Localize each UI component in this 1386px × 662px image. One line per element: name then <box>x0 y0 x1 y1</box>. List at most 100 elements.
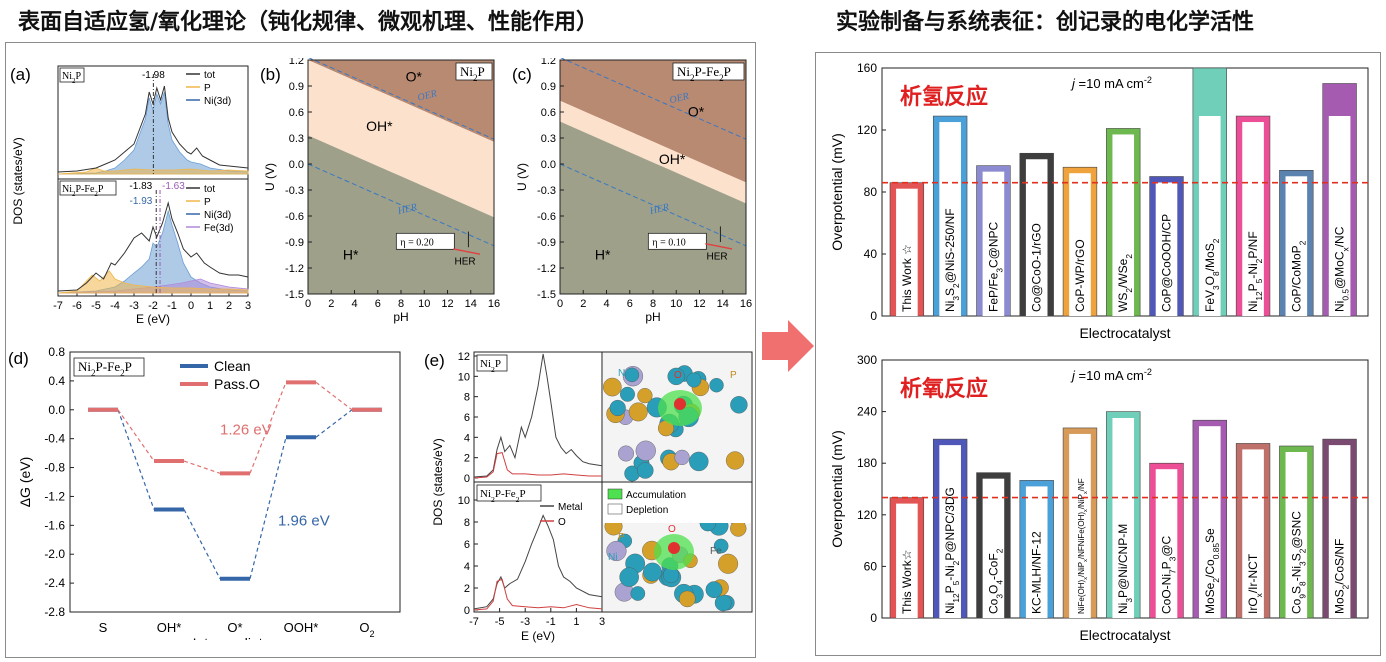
panel-d-free-energy: (d) 0.8 0.4 0.0 -0.4 -0.8 -1.2 -1.6 -2.0 -2.4 -2.8… <box>8 345 401 640</box>
center-label-b: -1.63 <box>162 181 185 192</box>
x-tick-label: -5 <box>495 616 505 628</box>
bar-label-bg <box>939 445 961 618</box>
her-line <box>307 163 495 247</box>
tag-box <box>476 354 508 372</box>
x-tick-label: 6 <box>627 298 633 310</box>
tag-label: Ni2P-Fe2P <box>677 64 731 83</box>
y-tick-label: 1.2 <box>541 58 556 67</box>
bar-label-bg <box>939 122 961 316</box>
y-tick-label: 1.2 <box>289 58 304 67</box>
y-tick-label: -1.5 <box>285 289 304 301</box>
y-tick-label: 60 <box>864 559 878 573</box>
legend-label: Fe(3d) <box>204 223 233 234</box>
plot-frame <box>69 351 401 613</box>
tag-box <box>59 180 117 196</box>
bar-label-bg <box>982 171 1005 316</box>
x-tick-label: -1 <box>167 300 177 312</box>
x-axis-label: Intermediates <box>193 635 278 640</box>
oer-line <box>308 58 495 140</box>
bar-label-bg <box>1069 173 1091 316</box>
atom <box>689 451 709 472</box>
bar-label-bg <box>1112 134 1135 316</box>
eta-box <box>395 232 455 250</box>
atom <box>630 586 646 601</box>
atom <box>679 590 696 608</box>
y-tick-label: -1.2 <box>44 489 65 503</box>
charge-legend-label: Depletion <box>626 505 668 516</box>
her-red-line <box>453 248 481 255</box>
x-axis-label: Electrocatalyst <box>1079 325 1170 341</box>
region-label-h: H* <box>343 246 359 262</box>
legend-label: Pass.O <box>214 376 260 392</box>
region-h <box>308 135 494 294</box>
bar-label-bg <box>1198 426 1221 618</box>
x-axis-label: E (eV) <box>136 312 170 326</box>
bottom-metal-line <box>473 514 603 610</box>
left-header: 表面自适应氢/氧化理论（钝化规律、微观机理、性能作用） <box>18 10 599 35</box>
tag-label: Ni2P-Fe2P <box>62 184 104 198</box>
x-tick-label: 10 <box>670 298 682 310</box>
bar-category-label: Ni12P5-Ni2P/NF <box>1246 231 1264 312</box>
bar-category-label: CoP@CoOOH/CP <box>1160 214 1174 312</box>
atom-label-p: P <box>730 370 737 381</box>
atom <box>619 567 639 587</box>
her-label: HER <box>396 202 419 218</box>
bar-label-bg <box>896 188 918 316</box>
y-tick-label: -2.0 <box>44 547 65 561</box>
x-category-label: OOH* <box>284 620 319 635</box>
atom <box>709 378 724 393</box>
her-red-line <box>705 243 733 250</box>
y-axis-label: DOS (states/eV) <box>11 137 25 224</box>
region-oh <box>308 60 494 218</box>
region-label-o: O* <box>406 69 423 85</box>
y-axis-label: U (V) <box>263 163 277 191</box>
tag-box <box>73 357 145 377</box>
arrow-shape <box>762 320 814 372</box>
bar-label-bg <box>1242 122 1264 316</box>
bar-category-label: IrOx/Ir-NCT <box>1246 553 1264 614</box>
accumulation-swatch <box>607 488 623 500</box>
y-tick-label: 6 <box>464 412 470 424</box>
connector <box>315 409 353 438</box>
note-red: 1.26 eV <box>220 421 272 438</box>
atom <box>609 399 626 417</box>
panel-letter: (b) <box>260 65 281 84</box>
y-tick-label: -1.2 <box>537 263 556 275</box>
y-tick-label: 40 <box>864 247 878 261</box>
bar-label-bg <box>1025 486 1048 618</box>
y-tick-label: 160 <box>857 61 877 75</box>
her-text: HER <box>454 257 475 268</box>
atom <box>667 367 685 386</box>
center-label-a: -1.83 <box>129 181 152 192</box>
y-axis-label: Overpotential (mV) <box>829 430 845 547</box>
bar-category-label: This Work ☆ <box>900 244 914 312</box>
bar-category-label: Ni3S2@NiS-250/NF <box>943 208 961 312</box>
region-h <box>560 121 746 295</box>
x-tick-label: 16 <box>488 298 500 310</box>
legend-bg <box>603 483 751 523</box>
center-label: -1.98 <box>142 70 165 81</box>
x-tick-label: -3 <box>129 300 139 312</box>
y-tick-label: 80 <box>864 185 878 199</box>
y-tick-label: 0.9 <box>289 81 304 93</box>
bar-label-bg <box>1155 182 1178 316</box>
eta-label: η = 0.20 <box>400 237 433 248</box>
x-category-label: O* <box>227 620 242 635</box>
x-tick-label: 6 <box>375 298 381 310</box>
y-tick-label: 180 <box>857 456 877 470</box>
x-category-label: OH* <box>157 620 182 635</box>
x-tick-label: -2 <box>148 300 158 312</box>
connector <box>117 409 155 462</box>
panel-a-dos: (a) -7 -6 -5 -4 -3 -2 -1 0 1 2 3 E (eV) DOS (states/e… <box>10 65 251 326</box>
x-category-label: S <box>99 620 108 635</box>
y-tick-label: 10 <box>458 495 470 507</box>
y-tick-label: 6 <box>464 539 470 551</box>
bar-category-label: CoO-Ni7P3@C <box>1160 535 1178 614</box>
oer-line <box>560 58 747 140</box>
note-blue: 1.96 eV <box>278 512 330 529</box>
atom <box>713 538 729 554</box>
her-text: HER <box>706 251 727 262</box>
y-tick-label: 0 <box>870 611 877 625</box>
bar-label-bg <box>1112 418 1135 618</box>
x-tick-label: -1 <box>546 616 556 628</box>
